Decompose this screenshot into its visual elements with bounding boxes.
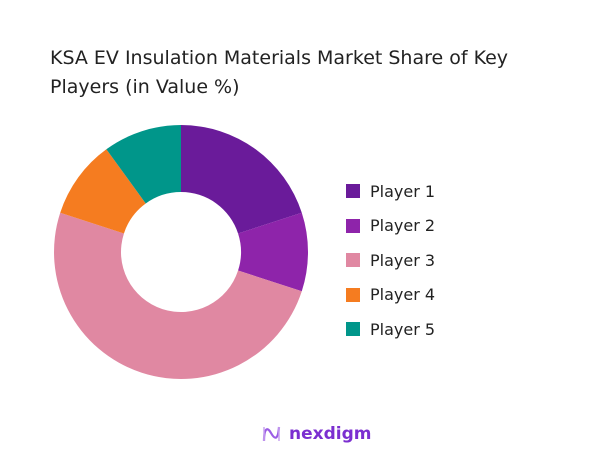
legend-item: Player 1 (346, 174, 435, 209)
legend-item: Player 4 (346, 278, 435, 313)
legend-swatch (346, 253, 360, 268)
legend-item: Player 5 (346, 312, 435, 347)
legend-swatch (346, 287, 360, 302)
legend: Player 1 Player 2 Player 3 Player 4 Player 5 (346, 174, 435, 347)
nexdigm-logo-icon (262, 426, 281, 442)
legend-item: Player 2 (346, 209, 435, 244)
legend-label: Player 2 (370, 216, 436, 236)
brand-name: nexdigm (289, 424, 372, 444)
legend-swatch (346, 184, 360, 199)
slice-player-1 (181, 125, 302, 234)
legend-item: Player 3 (346, 243, 435, 278)
slice-player-4 (60, 149, 146, 234)
slice-player-2 (238, 212, 308, 292)
legend-label: Player 5 (370, 319, 436, 339)
legend-label: Player 4 (370, 285, 436, 305)
slice-player-3 (54, 212, 302, 379)
chart-title: KSA EV Insulation Materials Market Share… (50, 47, 509, 98)
legend-swatch (346, 218, 360, 233)
legend-swatch (346, 322, 360, 337)
legend-label: Player 1 (370, 181, 436, 201)
legend-label: Player 3 (370, 250, 436, 270)
nexdigm-logo: nexdigm (261, 423, 371, 445)
slice-player-5 (106, 125, 181, 204)
